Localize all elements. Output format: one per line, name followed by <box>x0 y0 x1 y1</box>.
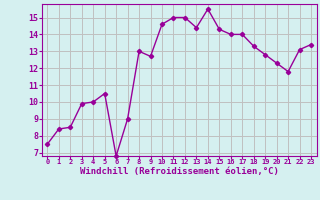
X-axis label: Windchill (Refroidissement éolien,°C): Windchill (Refroidissement éolien,°C) <box>80 167 279 176</box>
